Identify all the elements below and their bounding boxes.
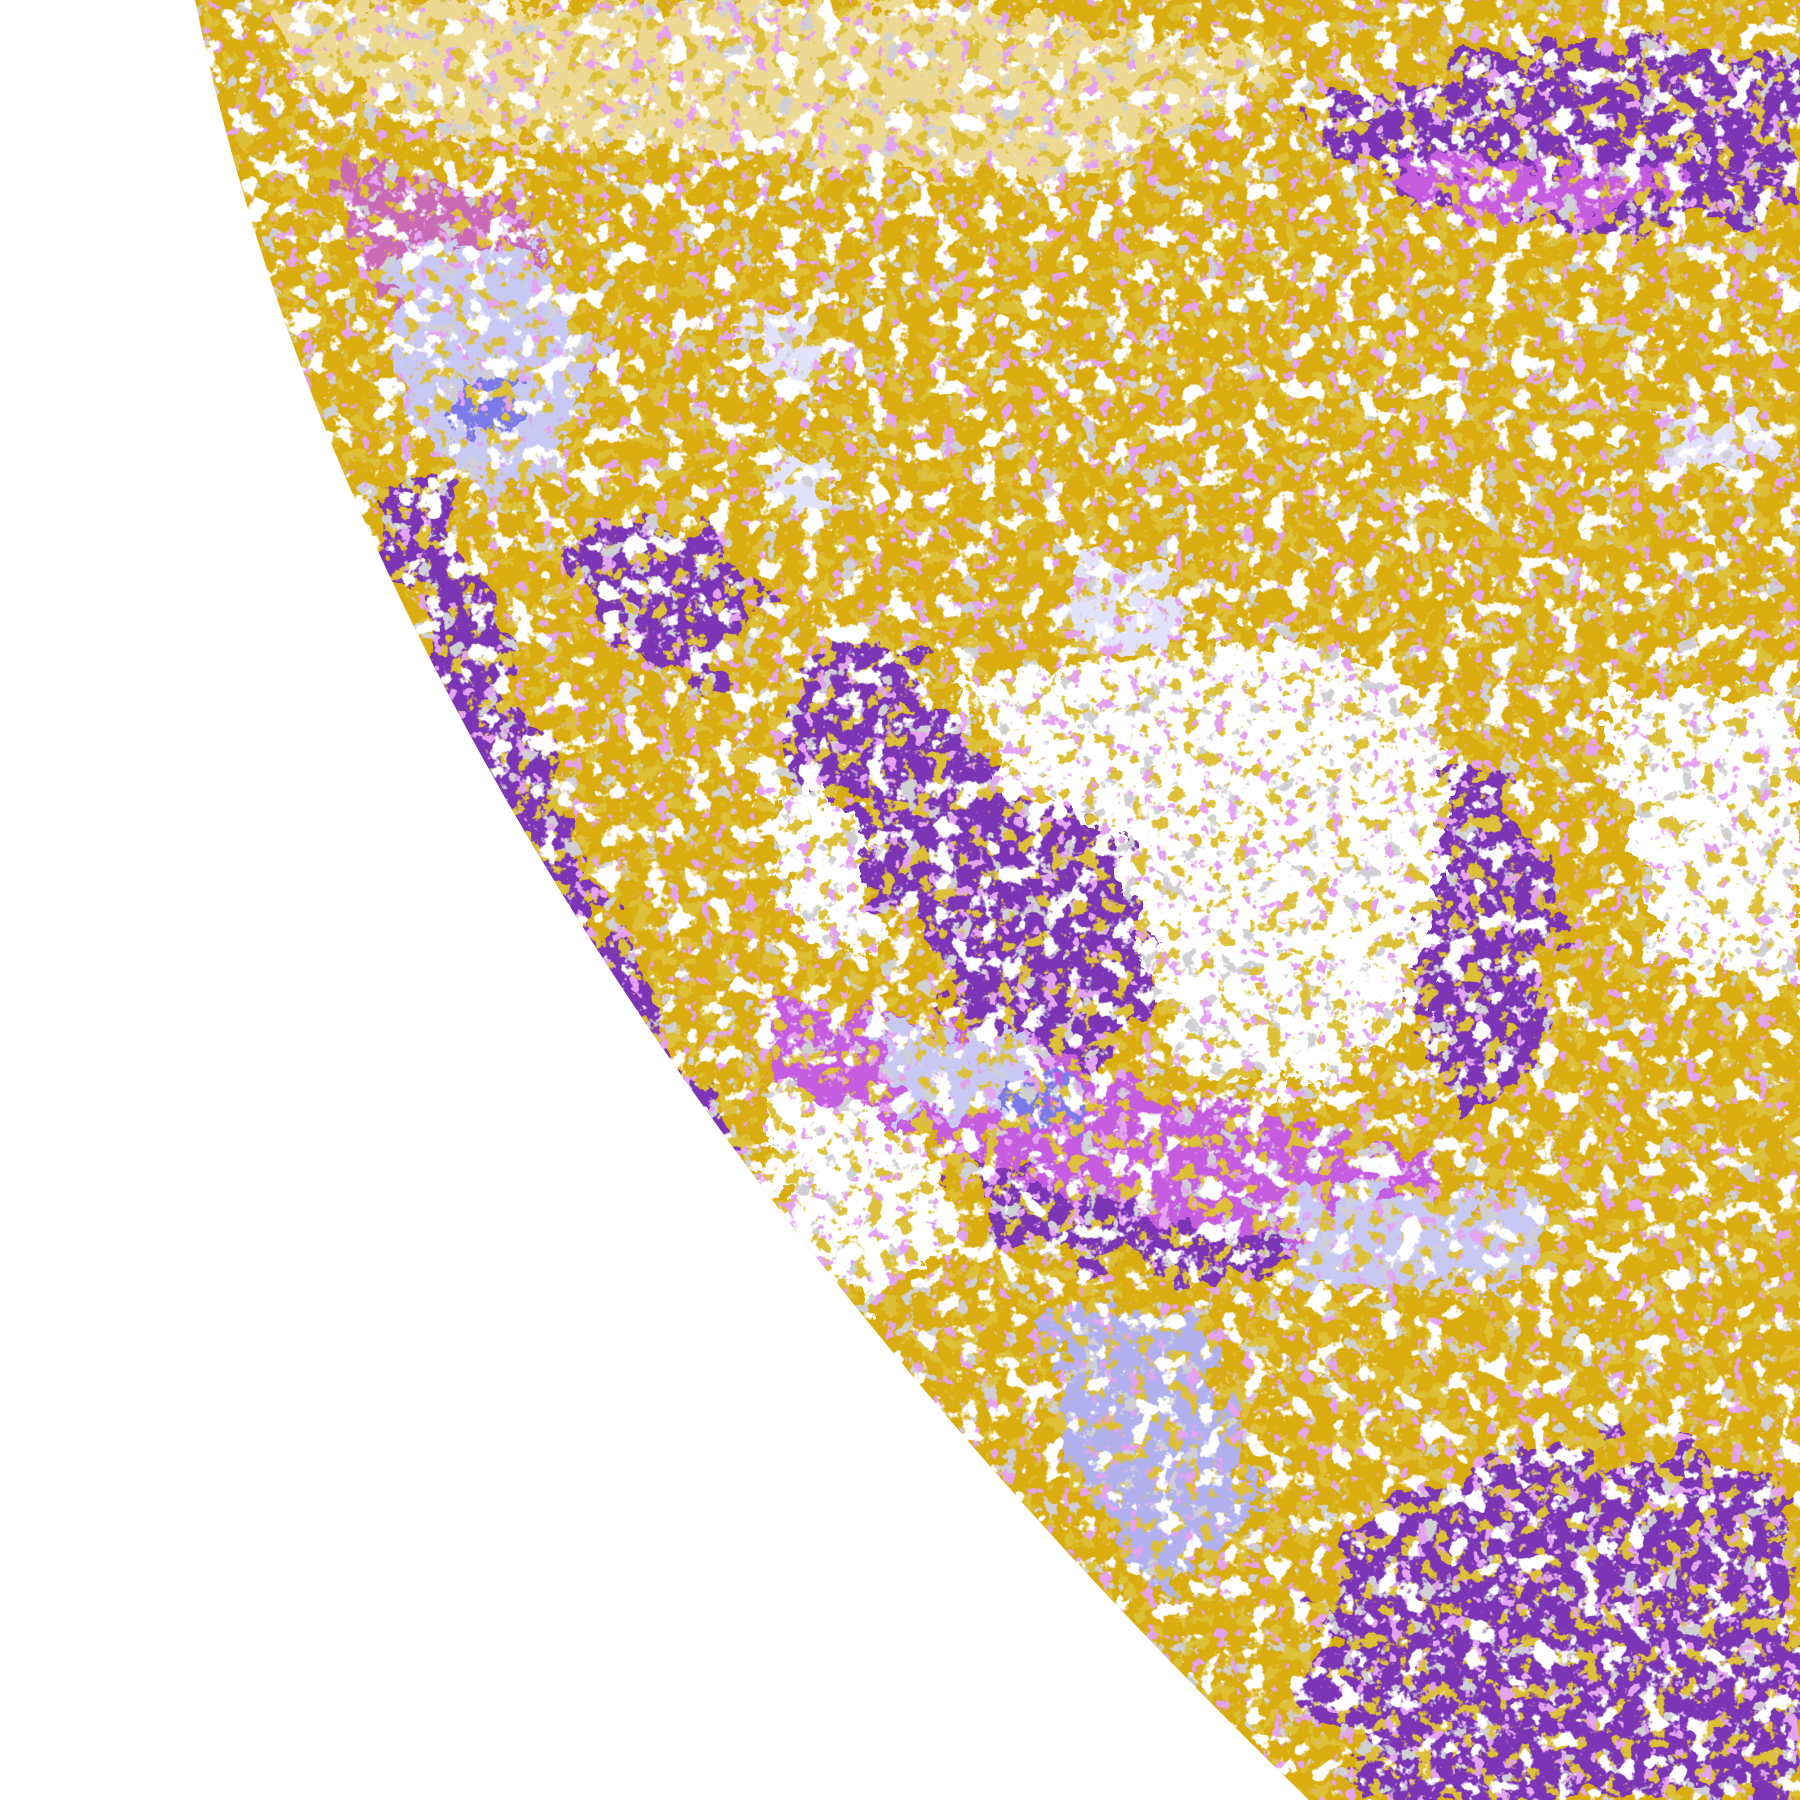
satellite-image (195, 0, 1800, 1800)
page (195, 0, 1800, 1800)
